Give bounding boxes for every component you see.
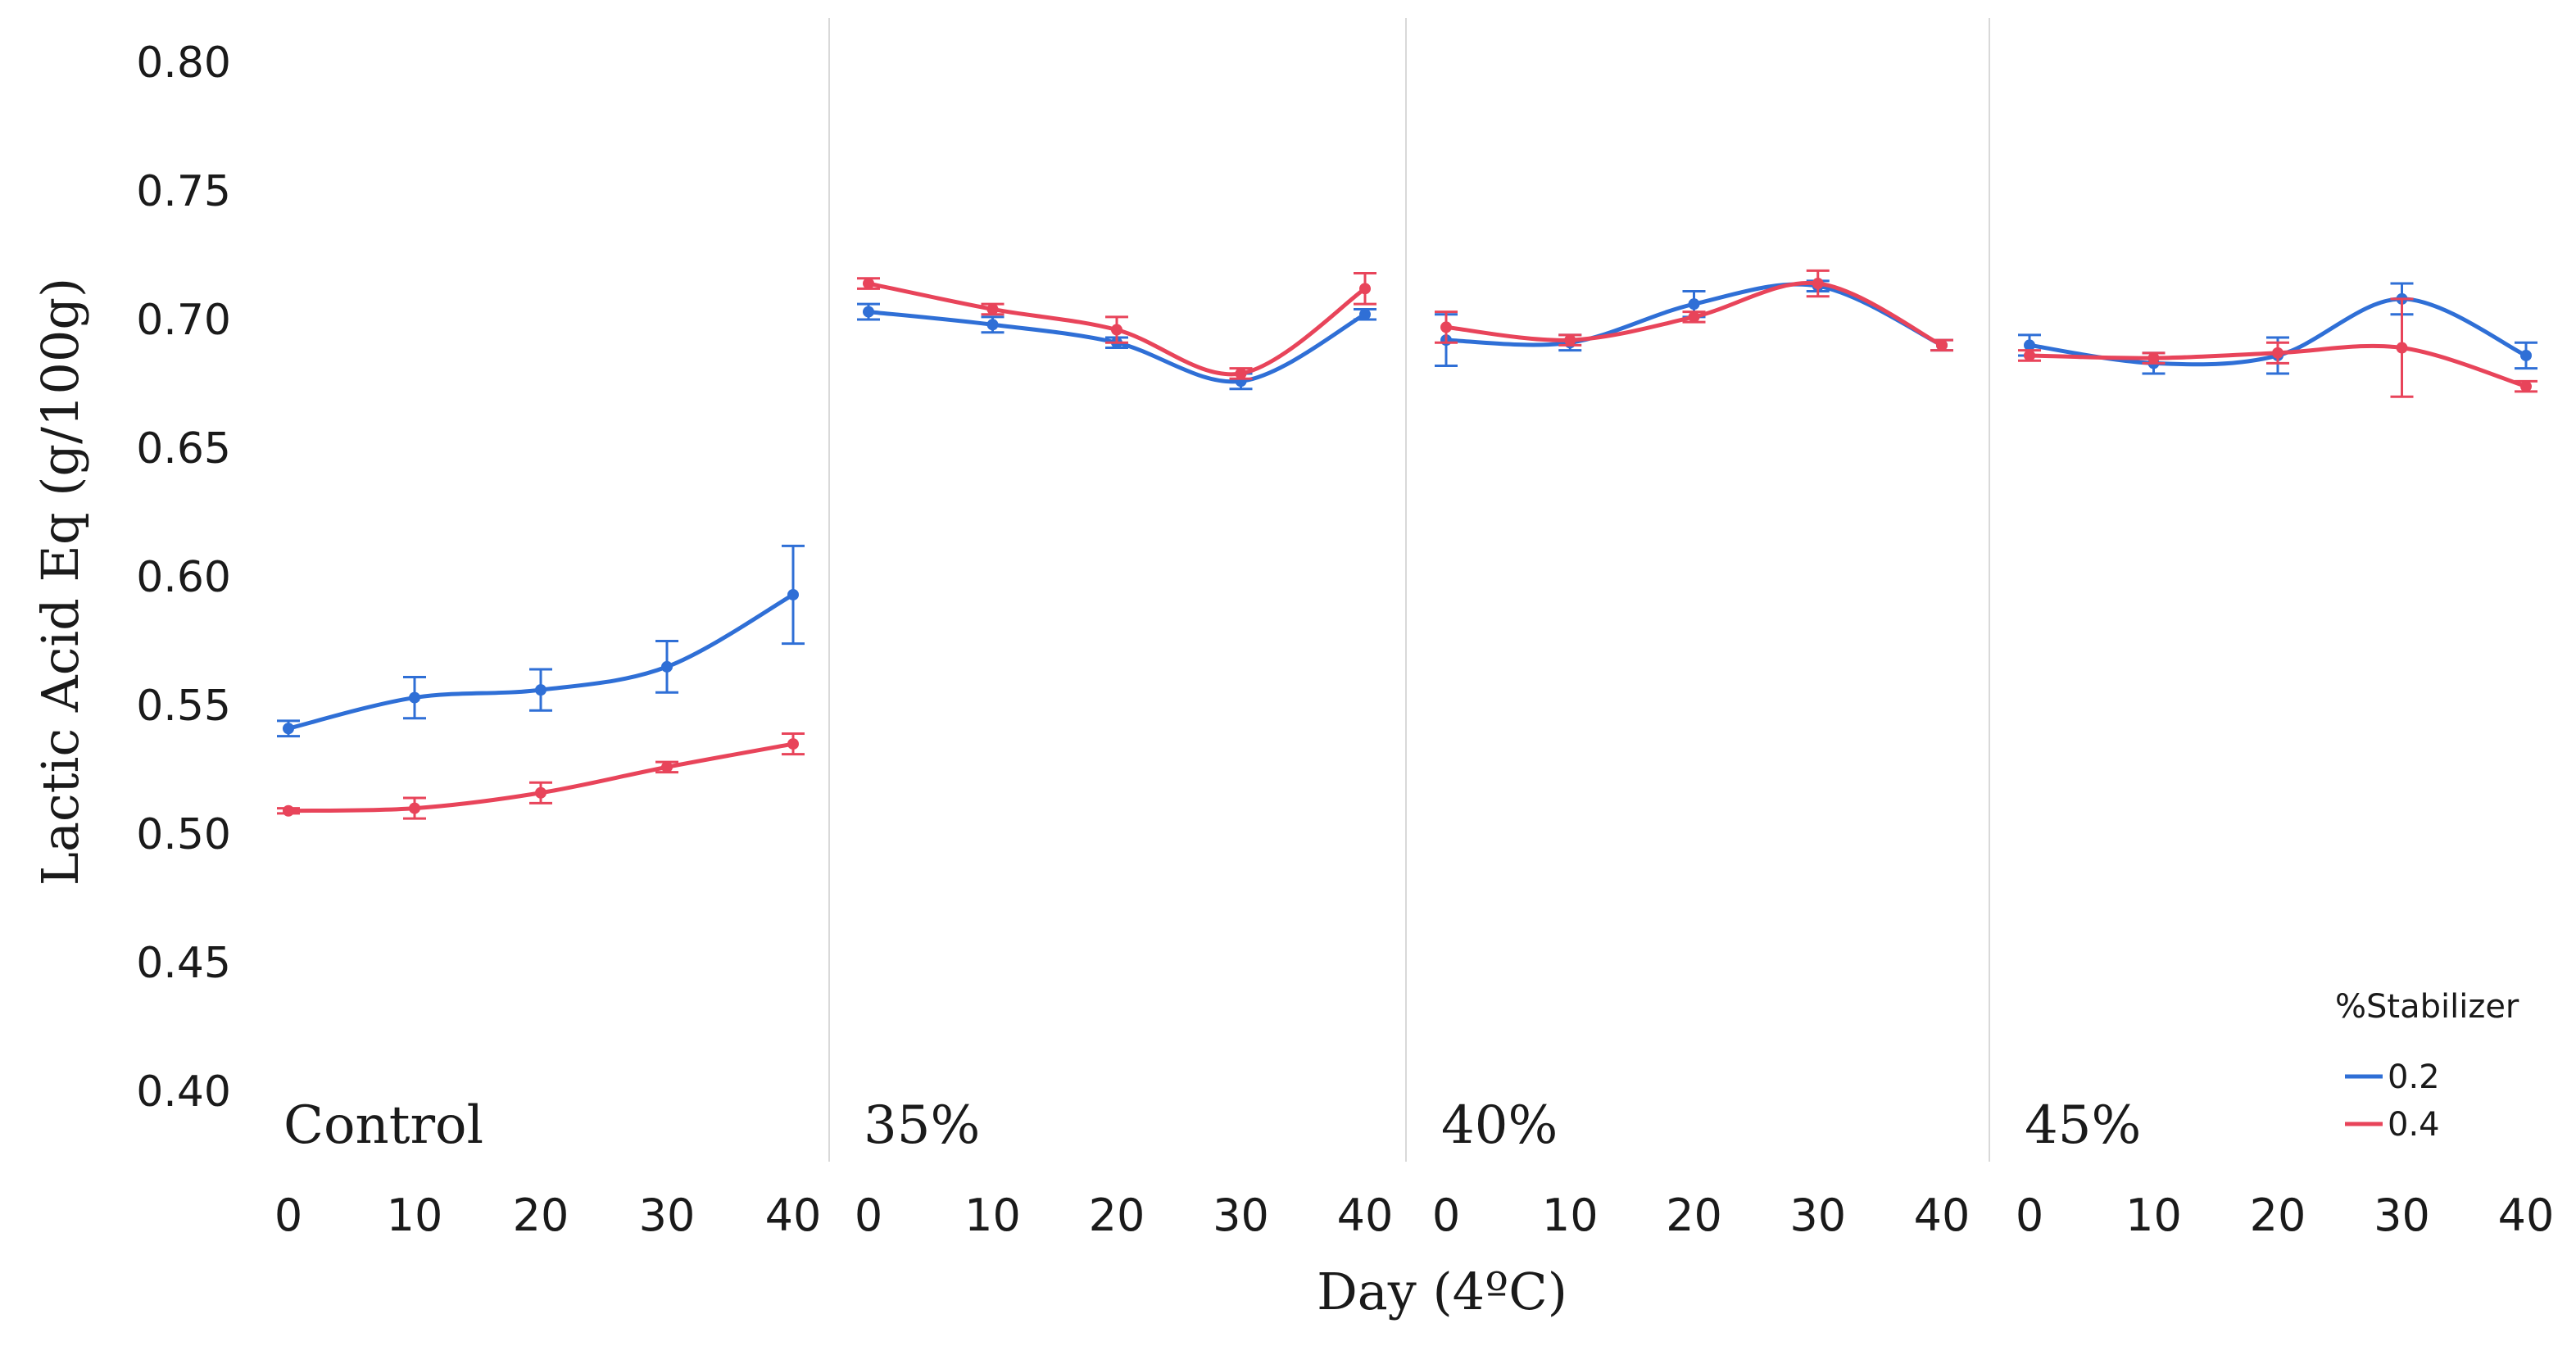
data-point bbox=[787, 738, 799, 750]
panel-3: 45% bbox=[2018, 282, 2537, 1156]
data-point bbox=[2272, 347, 2283, 359]
data-point bbox=[2520, 349, 2532, 361]
x-tick-label: 10 bbox=[1542, 1190, 1599, 1241]
legend-label-0.2: 0.2 bbox=[2388, 1058, 2440, 1096]
data-point bbox=[1235, 367, 1247, 379]
data-point bbox=[1688, 298, 1700, 310]
x-axis-ticks: 0 10 20 30 40 0 10 20 30 40 0 10 20 30 40 0 10 20 30 40 bbox=[274, 1190, 2555, 1241]
data-point bbox=[1812, 278, 1824, 290]
x-tick-label: 40 bbox=[1337, 1190, 1394, 1241]
data-point bbox=[2520, 380, 2532, 392]
panel-label: 45% bbox=[2025, 1095, 2141, 1156]
x-tick-label: 40 bbox=[1914, 1190, 1971, 1241]
y-tick-label: 0.45 bbox=[136, 939, 231, 988]
data-point bbox=[863, 306, 874, 318]
x-tick-label: 10 bbox=[964, 1190, 1021, 1241]
x-tick-label: 40 bbox=[2498, 1190, 2555, 1241]
data-point bbox=[1440, 321, 1452, 333]
legend-label-0.4: 0.4 bbox=[2388, 1106, 2440, 1144]
x-tick-label: 0 bbox=[274, 1190, 302, 1241]
data-point bbox=[986, 319, 999, 331]
panel-label: 40% bbox=[1441, 1095, 1558, 1156]
data-point bbox=[661, 761, 673, 773]
data-point bbox=[1111, 324, 1122, 336]
x-tick-label: 0 bbox=[2016, 1190, 2043, 1241]
data-point bbox=[863, 278, 874, 290]
x-tick-label: 0 bbox=[1432, 1190, 1460, 1241]
y-tick-label: 0.40 bbox=[136, 1067, 231, 1117]
panel-0: Control bbox=[277, 544, 805, 1156]
y-tick-label: 0.70 bbox=[136, 296, 231, 345]
x-tick-label: 20 bbox=[2250, 1190, 2306, 1241]
panel-label: 35% bbox=[864, 1095, 980, 1156]
y-tick-label: 0.55 bbox=[136, 682, 231, 731]
data-point bbox=[1359, 308, 1371, 320]
data-point bbox=[283, 723, 294, 735]
data-point bbox=[1359, 283, 1371, 295]
x-tick-label: 30 bbox=[1789, 1190, 1846, 1241]
y-tick-label: 0.65 bbox=[136, 424, 231, 474]
data-point bbox=[1936, 339, 1948, 351]
x-axis-title: Day (4ºC) bbox=[1317, 1262, 1567, 1321]
x-tick-label: 30 bbox=[1213, 1190, 1269, 1241]
x-tick-label: 10 bbox=[387, 1190, 443, 1241]
chart-panels: Control 35% 40% 45% bbox=[277, 269, 2537, 1156]
y-tick-label: 0.80 bbox=[136, 39, 231, 88]
data-point bbox=[535, 684, 546, 696]
data-point bbox=[1564, 334, 1576, 347]
x-tick-label: 20 bbox=[1666, 1190, 1722, 1241]
data-point bbox=[2396, 342, 2408, 354]
data-point bbox=[661, 660, 673, 673]
data-point bbox=[787, 588, 799, 600]
x-tick-label: 30 bbox=[639, 1190, 696, 1241]
y-axis-title: Lactic Acid Eq (g/100g) bbox=[30, 278, 90, 886]
data-point bbox=[409, 691, 420, 704]
x-tick-label: 20 bbox=[513, 1190, 569, 1241]
y-tick-label: 0.60 bbox=[136, 553, 231, 602]
y-axis-ticks: 0.80 0.75 0.70 0.65 0.60 0.55 0.50 0.45 0.40 bbox=[136, 39, 231, 1117]
legend: %Stabilizer 0.2 0.4 bbox=[2335, 988, 2519, 1144]
data-point bbox=[2024, 339, 2035, 351]
data-point bbox=[1688, 310, 1700, 323]
y-tick-label: 0.75 bbox=[136, 167, 231, 216]
data-point bbox=[986, 303, 999, 315]
x-tick-label: 40 bbox=[765, 1190, 822, 1241]
data-point bbox=[2147, 352, 2160, 365]
x-tick-label: 10 bbox=[2125, 1190, 2182, 1241]
data-point bbox=[535, 786, 546, 799]
y-tick-label: 0.50 bbox=[136, 810, 231, 859]
x-tick-label: 30 bbox=[2374, 1190, 2430, 1241]
data-point bbox=[409, 802, 420, 814]
x-tick-label: 20 bbox=[1089, 1190, 1145, 1241]
legend-title: %Stabilizer bbox=[2335, 988, 2519, 1026]
panel-2: 40% bbox=[1435, 269, 1953, 1156]
data-point bbox=[283, 804, 294, 817]
panel-1: 35% bbox=[857, 271, 1376, 1156]
panel-dividers bbox=[828, 18, 1990, 1162]
panel-label: Control bbox=[283, 1095, 483, 1156]
x-tick-label: 0 bbox=[855, 1190, 882, 1241]
data-point bbox=[2024, 349, 2035, 361]
